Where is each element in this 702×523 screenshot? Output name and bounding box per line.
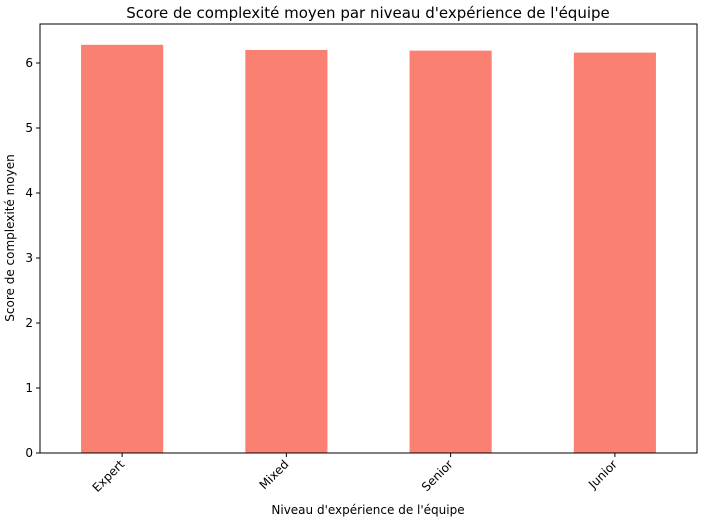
x-tick-label-expert: Expert [90, 457, 128, 495]
x-tick-label-junior: Junior [585, 457, 620, 492]
y-tick-label: 0 [25, 446, 33, 460]
bar-senior [409, 50, 492, 454]
y-axis-ticks: 0 1 2 3 4 5 6 [25, 56, 40, 460]
x-axis-label: Niveau d'expérience de l'équipe [271, 503, 464, 517]
x-tick-label-senior: Senior [419, 457, 456, 494]
bar-junior [573, 52, 656, 453]
y-tick-label: 2 [25, 316, 33, 330]
bar-expert [81, 44, 164, 454]
plot-frame [39, 23, 698, 454]
y-axis-label: Score de complexité moyen [3, 154, 17, 321]
y-tick-label: 5 [25, 121, 33, 135]
bars-group [81, 44, 656, 454]
bar-mixed [245, 50, 328, 453]
y-tick-label: 6 [25, 56, 33, 70]
y-tick-label: 3 [25, 251, 33, 265]
y-tick-label: 1 [25, 381, 33, 395]
x-tick-label-mixed: Mixed [257, 457, 292, 492]
chart-title: Score de complexité moyen par niveau d'e… [126, 4, 610, 22]
x-axis-ticks: Expert Mixed Senior Junior [90, 453, 620, 495]
y-tick-label: 4 [25, 186, 33, 200]
